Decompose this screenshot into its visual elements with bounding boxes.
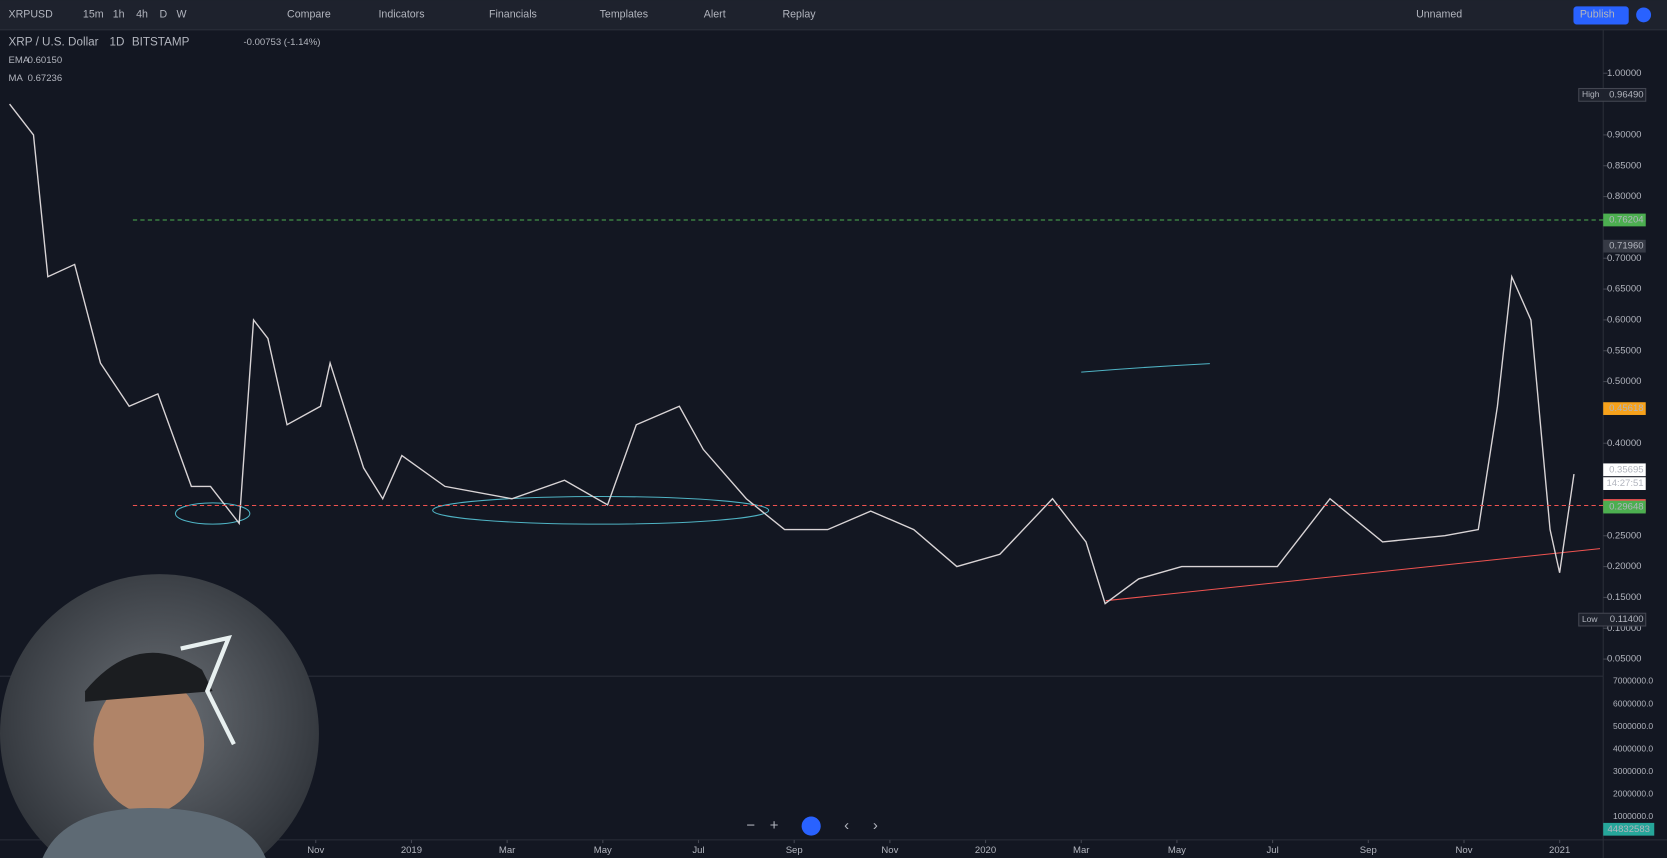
exchange: BITSTAMP <box>132 36 190 49</box>
reset-button[interactable] <box>801 816 821 836</box>
price-tag <box>1603 463 1646 477</box>
interval-button[interactable]: W <box>176 9 186 21</box>
price-tag-label: 0.71960 <box>1609 241 1644 252</box>
x-tick-label: Nov <box>881 845 898 856</box>
symbol[interactable]: XRPUSD <box>9 9 54 21</box>
publish-label[interactable]: Publish <box>1580 9 1615 21</box>
volume-tick-label: 4000000.0 <box>1613 743 1653 753</box>
volume-tick-label: 3000000.0 <box>1613 766 1653 776</box>
drawing-ellipse <box>174 502 251 525</box>
x-tick-label: Sep <box>1360 845 1377 856</box>
y-tick-label: 0.55000 <box>1607 345 1642 356</box>
y-tick-label: 0.20000 <box>1607 561 1642 572</box>
y-tick-label: 0.15000 <box>1607 592 1642 603</box>
x-tick-label: Nov <box>307 845 324 856</box>
indicator-value: 0.67236 <box>28 73 63 84</box>
trend-line <box>1105 548 1601 602</box>
y-tick-label: 0.50000 <box>1607 376 1642 387</box>
price-change: -0.00753 (-1.14%) <box>243 37 320 48</box>
y-tick-label: 0.10000 <box>1607 623 1642 634</box>
neon-logo <box>180 634 236 746</box>
y-tick-label: 0.25000 <box>1607 530 1642 541</box>
publish-button[interactable] <box>1573 6 1629 25</box>
toolbar-button[interactable]: Compare <box>287 9 331 21</box>
interval-button[interactable]: 1h <box>113 9 125 21</box>
y-tick-label: 0.85000 <box>1607 160 1642 171</box>
cap <box>85 652 213 702</box>
price-tag-label: 0.45618 <box>1609 403 1644 414</box>
live-button[interactable] <box>1636 7 1652 23</box>
zoom-controls: − + ‹ › <box>746 816 878 836</box>
drawing-ellipse <box>432 495 770 525</box>
x-tick-label: Mar <box>1073 845 1090 856</box>
toolbar-button[interactable]: Financials <box>489 9 537 21</box>
price-tag-label: 0.29648 <box>1609 502 1644 513</box>
x-tick-label: Jul <box>1267 845 1279 856</box>
zoom-in[interactable]: + <box>770 818 779 834</box>
toolbar-button[interactable]: Templates <box>600 9 648 21</box>
x-tick-label: Nov <box>1455 845 1472 856</box>
price-tag-label: 0.35695 <box>1609 464 1644 475</box>
x-tick-label: 2021 <box>1549 845 1570 856</box>
price-tag <box>1603 500 1646 514</box>
toolbar-button[interactable]: Replay <box>782 9 816 21</box>
scroll-left[interactable]: ‹ <box>844 818 849 834</box>
x-tick-label: May <box>1168 845 1186 856</box>
price-tag-label: 0.96490 <box>1609 89 1644 100</box>
y-tick-label: 0.90000 <box>1607 129 1642 140</box>
x-tick-label: Mar <box>499 845 516 856</box>
countdown-box <box>1603 477 1646 490</box>
indicator-name: MA <box>9 73 24 84</box>
indicator-name: EMA <box>9 55 30 66</box>
indicator-value: 0.60150 <box>28 55 63 66</box>
price-tag <box>1603 213 1646 227</box>
volume-tick-label: 2000000.0 <box>1613 788 1653 798</box>
volume-last: 44832583 <box>1608 824 1650 835</box>
price-tag <box>1578 87 1647 102</box>
top-toolbar <box>0 0 1667 30</box>
toolbar-button[interactable]: Indicators <box>378 9 424 21</box>
face <box>93 675 205 814</box>
price-tag-title: Low <box>1582 614 1598 624</box>
webcam <box>0 574 319 858</box>
interval-button[interactable]: 15m <box>83 9 104 21</box>
price-tag-title: High <box>1582 89 1600 99</box>
x-tick-label: Sep <box>786 845 803 856</box>
interval-button[interactable]: D <box>159 9 167 21</box>
price-tag <box>1603 239 1646 253</box>
volume-tag <box>1603 822 1655 836</box>
x-tick-label: 2019 <box>401 845 422 856</box>
interval-button[interactable]: 4h <box>136 9 148 21</box>
toolbar-button[interactable]: Alert <box>704 9 726 21</box>
x-tick-label: Jul <box>692 845 704 856</box>
price-line <box>9 103 1575 605</box>
y-tick-label: 1.00000 <box>1607 68 1642 79</box>
y-tick-label: 0.60000 <box>1607 314 1642 325</box>
symbol-title: XRP / U.S. Dollar <box>9 36 99 49</box>
x-tick-label: 2020 <box>975 845 996 856</box>
volume-tick-label: 6000000.0 <box>1613 698 1653 708</box>
price-tag <box>1603 402 1646 415</box>
volume-tick-label: 1000000.0 <box>1613 811 1653 821</box>
interval: 1D <box>110 36 125 49</box>
y-tick-label: 0.70000 <box>1607 253 1642 264</box>
price-tag-label: 0.11400 <box>1610 614 1644 625</box>
zoom-out[interactable]: − <box>746 818 755 834</box>
layout-name[interactable]: Unnamed <box>1416 9 1462 21</box>
y-tick-label: 0.65000 <box>1607 284 1642 295</box>
y-tick-label: 0.05000 <box>1607 654 1642 665</box>
price-tag <box>1578 612 1647 627</box>
shirt <box>42 808 266 858</box>
price-tag-label: 0.76204 <box>1609 215 1644 226</box>
drawing-stroke <box>1081 363 1210 373</box>
y-tick-label: 0.40000 <box>1607 438 1642 449</box>
volume-tick-label: 7000000.0 <box>1613 676 1653 686</box>
scroll-right[interactable]: › <box>873 818 878 834</box>
x-tick-label: May <box>594 845 612 856</box>
volume-tick-label: 5000000.0 <box>1613 721 1653 731</box>
y-tick-label: 0.80000 <box>1607 191 1642 202</box>
countdown: 14:27:51 <box>1606 478 1643 489</box>
